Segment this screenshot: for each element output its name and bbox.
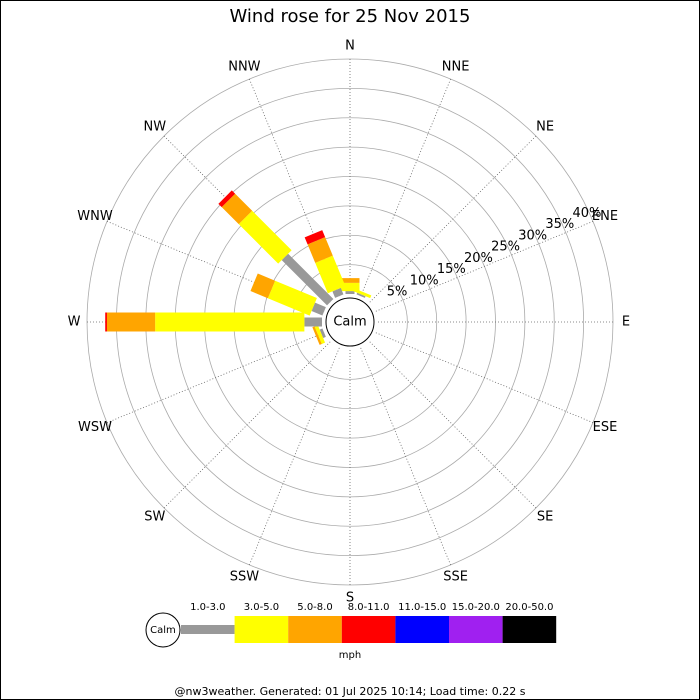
legend-calm-circle [145,612,181,648]
legend-label: 1.0-3.0 [190,602,225,613]
bar-segment [314,325,326,344]
r-tick-label: 40% [573,206,602,221]
direction-label: SE [537,510,553,525]
direction-label: NNW [228,60,260,75]
direction-label: SW [144,510,165,525]
bar-segment [356,292,366,298]
legend-label: 20.0-50.0 [505,602,553,613]
bar-segment [315,255,346,294]
legend-swatch [502,616,557,643]
bar-segment [250,273,276,299]
legend-label: 5.0-8.0 [297,602,332,613]
bar-segment [267,280,317,316]
bar-segment [307,237,333,263]
legend-swatch [341,616,396,643]
bar-segment [281,253,334,306]
legend-swatch [234,616,289,643]
r-tick-label: 25% [491,240,520,255]
direction-label: ENE [592,209,618,224]
direction-label: E [622,315,630,330]
spoke [360,78,452,297]
bar-segment [311,302,326,316]
bar-segment [312,326,322,345]
bar-segment [218,190,236,208]
spoke [375,332,594,424]
direction-label: WNW [77,209,113,224]
legend-label: 3.0-5.0 [244,602,279,613]
r-tick-label: 15% [437,262,466,277]
legend-label: 15.0-20.0 [452,602,500,613]
spoke [375,220,594,312]
calm-circle [325,297,375,347]
direction-label: SSW [230,569,260,584]
spoke [369,341,537,509]
legend-swatch [395,616,449,643]
bar-segment [304,230,326,245]
spoke [106,332,325,424]
direction-label: SSE [443,569,468,584]
chart-title: Wind rose for 25 Nov 2015 [230,6,471,27]
direction-label: WSW [78,420,112,435]
r-tick-label: 20% [464,251,493,266]
direction-label: ESE [593,420,618,435]
spoke [369,135,537,303]
spoke [360,347,452,566]
legend-unit: mph [339,650,361,661]
spoke [163,341,331,509]
calm-label: Calm [333,315,366,330]
legend-calm-label: Calm [150,625,176,636]
footer: @nw3weather. Generated: 01 Jul 2025 10:1… [175,685,526,698]
direction-label: NNE [442,60,470,75]
r-tick-label: 5% [387,285,408,300]
legend-label: 8.0-11.0 [348,602,390,613]
direction-label: W [68,315,81,330]
r-tick-label: 35% [545,217,574,232]
r-tick-label: 30% [518,228,547,243]
direction-label: N [345,39,355,54]
bar-segment [332,287,344,298]
spoke [248,347,340,566]
direction-label: S [346,591,354,606]
direction-label: NE [536,119,554,134]
legend-label: 11.0-15.0 [398,602,446,613]
legend-swatch [449,616,503,643]
direction-label: NW [144,119,167,134]
legend-swatch [181,625,235,634]
bar-segment [221,193,253,225]
bar-segment [238,210,292,264]
bar-segment [319,328,326,338]
legend-swatch [288,616,342,643]
bar-segment [352,288,372,299]
r-tick-label: 10% [410,273,439,288]
